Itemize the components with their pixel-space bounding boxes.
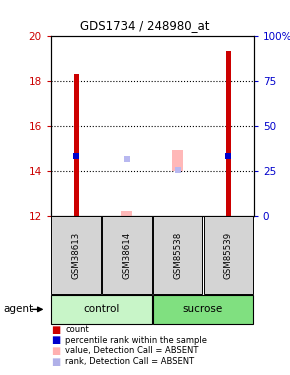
Text: agent: agent <box>3 304 33 314</box>
Text: sucrose: sucrose <box>183 304 223 314</box>
Bar <box>172 150 183 171</box>
Text: ■: ■ <box>51 357 60 366</box>
Text: ■: ■ <box>51 336 60 345</box>
Text: value, Detection Call = ABSENT: value, Detection Call = ABSENT <box>65 346 199 355</box>
Text: GSM38614: GSM38614 <box>122 231 131 279</box>
Bar <box>121 211 133 216</box>
Bar <box>51 216 101 294</box>
Text: ■: ■ <box>51 325 60 335</box>
Bar <box>102 216 152 294</box>
Text: percentile rank within the sample: percentile rank within the sample <box>65 336 207 345</box>
Text: GSM38613: GSM38613 <box>72 231 81 279</box>
Text: rank, Detection Call = ABSENT: rank, Detection Call = ABSENT <box>65 357 194 366</box>
Text: count: count <box>65 326 89 334</box>
Text: GDS1734 / 248980_at: GDS1734 / 248980_at <box>80 19 210 32</box>
Bar <box>51 295 152 324</box>
Text: ■: ■ <box>51 346 60 356</box>
Bar <box>226 51 231 216</box>
Bar <box>204 216 253 294</box>
Bar <box>153 295 253 324</box>
Text: control: control <box>83 304 120 314</box>
Text: GSM85539: GSM85539 <box>224 231 233 279</box>
Text: GSM85538: GSM85538 <box>173 231 182 279</box>
Bar <box>153 216 202 294</box>
Bar <box>74 74 79 216</box>
